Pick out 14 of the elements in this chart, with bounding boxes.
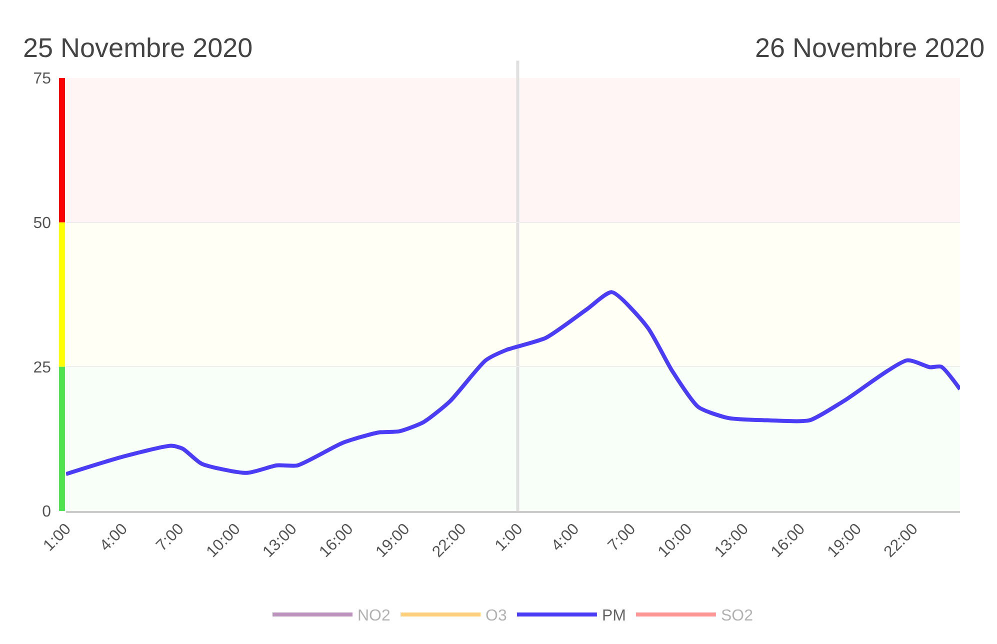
y-tick-label: 50	[33, 214, 52, 232]
text: 25 Novembre 2020	[23, 33, 253, 63]
legend-label: PM	[602, 608, 626, 625]
line-series	[66, 290, 960, 476]
text: 26 Novembre 2020	[755, 33, 985, 63]
y-tick-label: 75	[33, 70, 52, 88]
x-tick-label: 7:00	[605, 520, 640, 555]
y-tick-label: 0	[42, 504, 52, 521]
x-tick-label: 1:00	[492, 520, 526, 555]
x-tick-label: 7:00	[153, 520, 188, 555]
y-tick-label: 25	[33, 359, 52, 376]
x-tick-label: 4:00	[548, 520, 583, 555]
x-tick-label: 4:00	[96, 520, 132, 555]
x-tick-label: 1:00	[40, 520, 75, 555]
